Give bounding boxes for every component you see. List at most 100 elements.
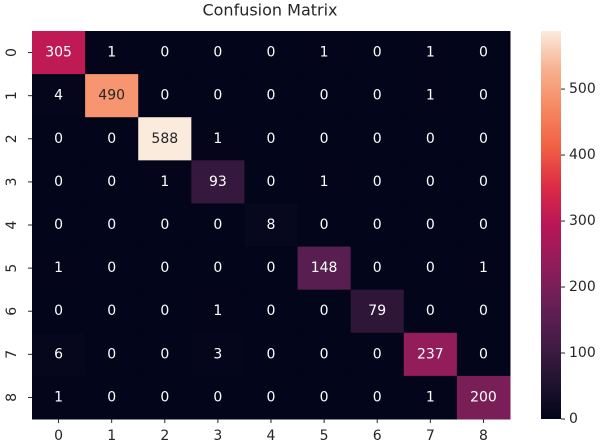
cell-label: 0: [426, 303, 435, 319]
cell: [85, 160, 139, 204]
cell: [297, 289, 352, 334]
cell-label: 0: [160, 303, 169, 319]
cell-label: 0: [107, 217, 116, 233]
colorbar-tick-label: 0: [569, 411, 578, 427]
colorbar-tick-label: 100: [569, 345, 596, 361]
cell-label: 0: [373, 260, 382, 276]
cell-label: 0: [267, 303, 276, 319]
cell: [244, 203, 299, 248]
cell: [403, 203, 458, 248]
cell: [403, 289, 458, 334]
cell: [32, 203, 86, 248]
y-tick-label: 7: [4, 350, 20, 359]
cell: [456, 332, 511, 377]
x-tick-label: 6: [373, 428, 382, 444]
cell-label: 0: [426, 174, 435, 190]
cell-label: 0: [107, 389, 116, 405]
cell: [85, 332, 139, 377]
cell: [297, 117, 352, 161]
y-tick-label: 6: [4, 307, 20, 316]
cell: [138, 160, 192, 204]
cell-label: 0: [213, 260, 222, 276]
cell-label: 0: [160, 45, 169, 61]
cell-label: 0: [54, 303, 63, 319]
cell-label: 1: [479, 260, 488, 276]
cell: [350, 117, 405, 161]
cell-label: 588: [151, 131, 178, 147]
cell-label: 1: [320, 174, 329, 190]
cell: [456, 160, 511, 204]
cell: [85, 31, 139, 75]
cell: [403, 74, 458, 118]
cell: [85, 117, 139, 161]
cell-label: 0: [479, 45, 488, 61]
cell-label: 0: [160, 389, 169, 405]
cell-label: 0: [479, 131, 488, 147]
cell: [32, 31, 86, 75]
cell-label: 0: [160, 217, 169, 233]
cell: [350, 31, 405, 75]
cell-label: 0: [426, 217, 435, 233]
cell-label: 0: [373, 131, 382, 147]
cell: [297, 203, 352, 248]
cell: [350, 375, 405, 420]
cell: [191, 203, 245, 248]
cell-label: 0: [479, 88, 488, 104]
cell-label: 1: [213, 303, 222, 319]
cell: [32, 117, 86, 161]
cell-label: 0: [213, 45, 222, 61]
cell-label: 0: [479, 346, 488, 362]
cell: [85, 203, 139, 248]
cell-label: 0: [479, 303, 488, 319]
cell: [403, 31, 458, 75]
cell-label: 4: [54, 88, 63, 104]
cell: [85, 246, 139, 291]
cell-label: 0: [107, 303, 116, 319]
cell: [456, 289, 511, 334]
cell: [244, 289, 299, 334]
cell: [244, 332, 299, 377]
cell-label: 0: [267, 346, 276, 362]
cell: [456, 203, 511, 248]
cell: [456, 117, 511, 161]
x-tick-label: 4: [267, 428, 276, 444]
cell-label: 0: [107, 131, 116, 147]
cell: [403, 117, 458, 161]
cell-label: 0: [54, 174, 63, 190]
cell: [456, 246, 511, 291]
x-tick-label: 8: [479, 428, 488, 444]
cell-label: 305: [45, 45, 72, 61]
cell: [32, 74, 86, 118]
cell: [191, 246, 245, 291]
cell-label: 1: [54, 260, 63, 276]
x-tick-label: 7: [426, 428, 435, 444]
y-tick-label: 4: [4, 220, 20, 229]
cell: [138, 117, 192, 161]
cell-label: 200: [470, 389, 497, 405]
cell-label: 0: [320, 389, 329, 405]
colorbar-tick-label: 400: [569, 147, 596, 163]
colorbar-tick-label: 500: [569, 81, 596, 97]
cell-label: 1: [426, 88, 435, 104]
cell: [403, 160, 458, 204]
cell: [191, 160, 245, 204]
cell: [297, 31, 352, 75]
x-tick-label: 3: [213, 428, 222, 444]
cell-label: 0: [267, 131, 276, 147]
cell-label: 0: [373, 217, 382, 233]
cell: [244, 160, 299, 204]
cell: [138, 203, 192, 248]
cell-label: 0: [267, 174, 276, 190]
cell-label: 0: [160, 88, 169, 104]
cell: [456, 31, 511, 75]
cell-label: 0: [107, 260, 116, 276]
cell: [350, 289, 405, 334]
cell-label: 0: [54, 131, 63, 147]
cell: [403, 375, 458, 420]
cell: [138, 289, 192, 334]
cell: [403, 332, 458, 377]
cell-label: 0: [320, 303, 329, 319]
cell: [138, 375, 192, 420]
cell: [456, 74, 511, 118]
cell-label: 1: [426, 389, 435, 405]
